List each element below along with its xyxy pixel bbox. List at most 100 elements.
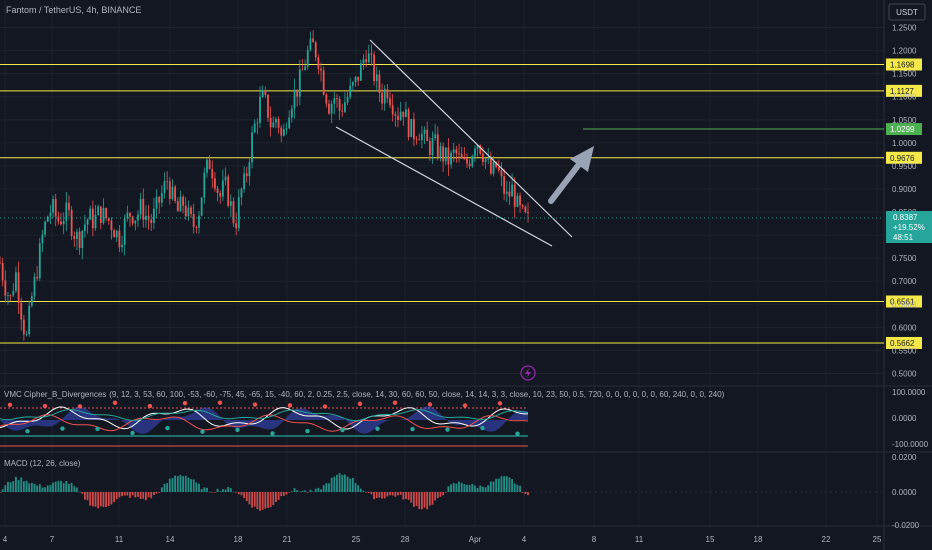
price-tick-label: 1.2000 [892,47,917,56]
level-price-label: 0.6561 [890,297,915,306]
wedge-upper-line[interactable] [369,39,573,238]
price-tick-label: 0.7000 [892,277,917,286]
macd-histogram-bar [115,492,118,500]
macd-histogram-bar [431,492,434,505]
wedge-lower-line[interactable] [335,126,553,247]
breakout-arrow[interactable] [548,146,594,204]
candle-body [145,215,147,220]
candle-body [460,153,463,159]
macd-histogram-bar [325,483,328,492]
macd-histogram-bar [240,492,243,496]
macd-histogram-bar [73,486,76,492]
macd-histogram-bar [54,481,57,492]
cipher-tick-label: 0.0000 [892,414,917,423]
cipher-signal-dot [515,431,520,436]
macd-histogram-bar [359,488,362,492]
macd-histogram-bar [439,492,442,497]
time-tick-label: 22 [822,535,831,544]
candle-body [508,191,511,197]
macd-histogram-bar [306,492,309,493]
macd-histogram-bar [386,492,389,497]
time-tick-label: 28 [401,535,410,544]
candle-body [245,173,248,177]
candle-body [253,123,256,133]
macd-histogram-bar [508,477,511,492]
macd-histogram-bar [91,492,94,507]
candle-body [46,216,49,222]
candle-body [269,117,272,128]
macd-histogram-bar [253,492,256,507]
macd-histogram-bar [123,492,126,496]
candle-body [314,42,317,58]
cipher-signal-dot [322,404,328,409]
level-price-label: 1.1698 [890,60,915,69]
macd-histogram-bar [78,491,81,493]
time-tick-label: 14 [166,535,175,544]
macd-histogram-bar [521,492,524,493]
cipher-signal-dot [130,430,135,436]
symbol-title[interactable]: Fantom / TetherUS, 4h, BINANCE [6,5,141,15]
macd-histogram-bar [370,492,373,495]
candle-body [487,158,490,160]
macd-histogram-bar [243,492,246,499]
price-badge-bg [886,211,932,243]
macd-histogram-bar [378,492,381,498]
candle-body [450,152,452,165]
candle-body [155,196,158,209]
macd-histogram-bar [259,492,261,511]
macd-histogram-bar [264,492,267,509]
candle-body [251,132,253,163]
candle-body [256,122,259,124]
time-axis[interactable]: 4 7 11 14 18 21 25 28 Apr 4 8 11 15 18 22 25 [3,535,882,544]
macd-histogram-bar [269,492,272,508]
macd-histogram-bar [338,473,341,492]
price-tick-label: 0.9000 [892,185,917,194]
price-tick-label: 0.6500 [892,300,917,309]
candle-body [381,92,383,104]
candle-body [187,207,190,217]
candle-body [4,280,7,296]
level-price-label: 1.1127 [890,87,914,96]
cipher-title[interactable]: VMC Cipher_B_Divergences (9, 12, 3, 53, 6… [4,390,725,399]
macd-histogram-bar [227,486,230,492]
cipher-signal-dot [7,402,13,408]
candle-body [237,197,240,229]
candle-body [211,168,214,179]
falling-wedge[interactable] [335,39,573,247]
macd-histogram-bar [434,492,437,501]
candle-body [259,96,261,123]
macd-histogram-bar [495,478,498,492]
macd-histogram-bar [190,479,192,492]
candle-body [192,214,195,228]
macd-histogram-bar [134,492,137,498]
candle-body [434,134,437,139]
cipher-tick-label: -100.0000 [892,440,929,449]
time-tick-label: 25 [873,535,882,544]
candle-body [474,148,476,157]
candle-body [166,181,169,183]
candle-body [110,220,113,231]
candle-body [99,206,102,224]
macd-histogram-bar [405,492,407,499]
horizontal-levels[interactable]: 1.1698 1.1127 0.9676 0.6561 0.5662 1.0299 [0,58,922,349]
price-tick-label: 1.1500 [892,70,917,79]
event-badge[interactable] [520,365,536,381]
candle-body [41,234,44,244]
level-price-tag [886,58,922,71]
price-tick-label: 0.5500 [892,346,917,355]
macd-histogram-bar [65,481,68,492]
macd-histogram-bar [484,487,487,492]
macd-histogram-bar [126,492,129,496]
cipher-signal-dot [270,431,275,436]
candle-body [423,129,426,134]
macd-histogram-bar [320,489,322,492]
cipher-signal-dot [25,429,30,434]
candle-body [325,94,328,104]
macd-title[interactable]: MACD (12, 26, close) [4,459,81,468]
candle-body [221,180,224,197]
candle-body [413,119,415,140]
currency-button[interactable] [888,3,926,21]
macd-histogram-bar [216,488,219,492]
macd-histogram-bar [1,489,4,492]
